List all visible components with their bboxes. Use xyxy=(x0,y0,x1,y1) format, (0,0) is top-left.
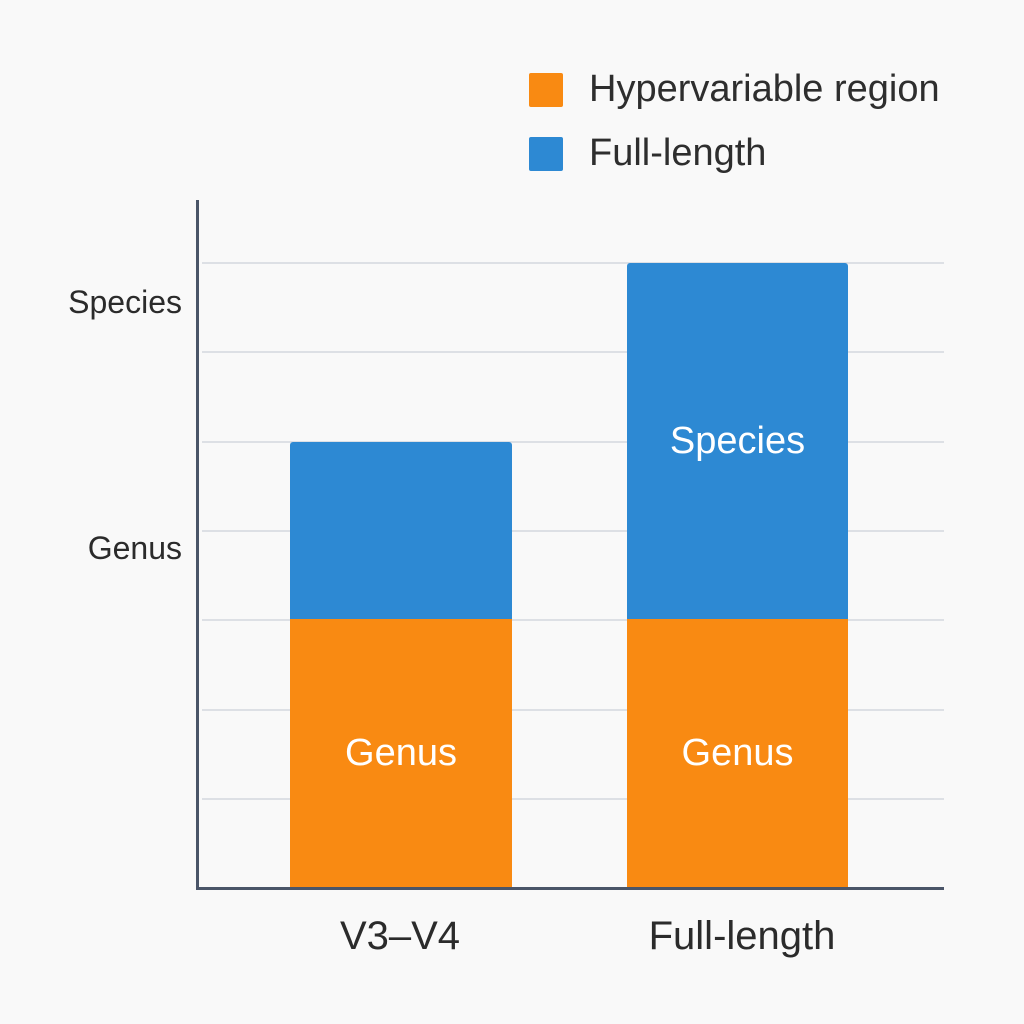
y-axis-label-genus: Genus xyxy=(87,530,182,566)
y-axis-line xyxy=(196,200,199,890)
legend-label: Hypervariable region xyxy=(589,68,940,110)
gridline xyxy=(202,441,944,443)
legend-swatch-orange xyxy=(529,72,563,107)
bar-full-length-hypervariable-segment: Genus xyxy=(627,619,848,888)
x-axis-label-full-length: Full-length xyxy=(648,914,836,958)
legend-label: Full-length xyxy=(589,132,767,174)
gridline xyxy=(202,351,944,353)
legend-item-full-length: Full-length xyxy=(529,132,766,175)
gridline xyxy=(202,619,944,621)
bar-segment-label: Genus xyxy=(681,732,794,774)
x-axis-label-v3v4: V3–V4 xyxy=(339,914,461,958)
y-axis-label-species: Species xyxy=(68,284,182,320)
bar-segment-label: Species xyxy=(669,420,806,462)
gridline xyxy=(202,530,944,532)
legend-swatch-blue xyxy=(529,136,563,171)
bar-v3v4-hypervariable-segment: Genus xyxy=(290,619,512,888)
gridline xyxy=(202,262,944,264)
gridline xyxy=(202,709,944,711)
bar-full-length-full-length-segment: Species xyxy=(627,263,848,620)
bar-v3v4-full-length-segment xyxy=(290,442,512,620)
legend-item-hypervariable: Hypervariable region xyxy=(529,68,940,111)
gridline xyxy=(202,798,944,800)
bar-segment-label: Genus xyxy=(345,732,457,774)
x-axis-line xyxy=(196,887,944,890)
